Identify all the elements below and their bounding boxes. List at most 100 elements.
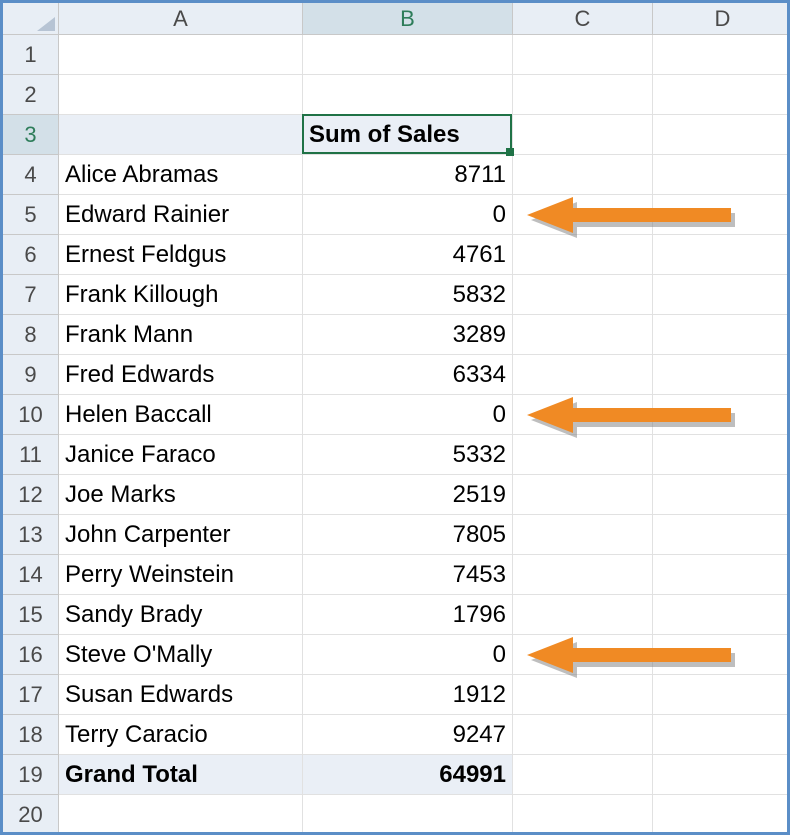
row-header-15[interactable]: 15 bbox=[3, 595, 59, 635]
cell-C13[interactable] bbox=[513, 515, 653, 555]
cell-D13[interactable] bbox=[653, 515, 790, 555]
row-header-8[interactable]: 8 bbox=[3, 315, 59, 355]
cell-A8[interactable]: Frank Mann bbox=[59, 315, 303, 355]
cell-B18[interactable]: 9247 bbox=[303, 715, 513, 755]
cell-A3[interactable] bbox=[59, 115, 303, 155]
cell-D2[interactable] bbox=[653, 75, 790, 115]
cell-D12[interactable] bbox=[653, 475, 790, 515]
cell-D1[interactable] bbox=[653, 35, 790, 75]
row-header-4[interactable]: 4 bbox=[3, 155, 59, 195]
cell-C8[interactable] bbox=[513, 315, 653, 355]
cell-C4[interactable] bbox=[513, 155, 653, 195]
cell-A11[interactable]: Janice Faraco bbox=[59, 435, 303, 475]
cell-D8[interactable] bbox=[653, 315, 790, 355]
cell-B15[interactable]: 1796 bbox=[303, 595, 513, 635]
cell-B8[interactable]: 3289 bbox=[303, 315, 513, 355]
row-header-6[interactable]: 6 bbox=[3, 235, 59, 275]
cell-D6[interactable] bbox=[653, 235, 790, 275]
cell-A6[interactable]: Ernest Feldgus bbox=[59, 235, 303, 275]
cell-B2[interactable] bbox=[303, 75, 513, 115]
cell-A16[interactable]: Steve O'Mally bbox=[59, 635, 303, 675]
row-header-3[interactable]: 3 bbox=[3, 115, 59, 155]
cell-A5[interactable]: Edward Rainier bbox=[59, 195, 303, 235]
cell-A2[interactable] bbox=[59, 75, 303, 115]
cell-A13[interactable]: John Carpenter bbox=[59, 515, 303, 555]
cell-C7[interactable] bbox=[513, 275, 653, 315]
cell-B3[interactable]: Sum of Sales bbox=[303, 115, 513, 155]
row-header-18[interactable]: 18 bbox=[3, 715, 59, 755]
cell-D9[interactable] bbox=[653, 355, 790, 395]
cell-C20[interactable] bbox=[513, 795, 653, 835]
row-header-12[interactable]: 12 bbox=[3, 475, 59, 515]
row-header-16[interactable]: 16 bbox=[3, 635, 59, 675]
cell-B16[interactable]: 0 bbox=[303, 635, 513, 675]
cell-A19[interactable]: Grand Total bbox=[59, 755, 303, 795]
cell-C3[interactable] bbox=[513, 115, 653, 155]
cell-B17[interactable]: 1912 bbox=[303, 675, 513, 715]
row-header-20[interactable]: 20 bbox=[3, 795, 59, 835]
row-header-5[interactable]: 5 bbox=[3, 195, 59, 235]
cell-B14[interactable]: 7453 bbox=[303, 555, 513, 595]
row-header-1[interactable]: 1 bbox=[3, 35, 59, 75]
cell-A7[interactable]: Frank Killough bbox=[59, 275, 303, 315]
cell-D20[interactable] bbox=[653, 795, 790, 835]
row-header-2[interactable]: 2 bbox=[3, 75, 59, 115]
cell-D4[interactable] bbox=[653, 155, 790, 195]
cell-C19[interactable] bbox=[513, 755, 653, 795]
cell-D14[interactable] bbox=[653, 555, 790, 595]
cell-B1[interactable] bbox=[303, 35, 513, 75]
select-all-corner[interactable] bbox=[3, 3, 59, 35]
cell-B20[interactable] bbox=[303, 795, 513, 835]
row-header-17[interactable]: 17 bbox=[3, 675, 59, 715]
cell-C1[interactable] bbox=[513, 35, 653, 75]
cell-C9[interactable] bbox=[513, 355, 653, 395]
cell-C14[interactable] bbox=[513, 555, 653, 595]
cell-A20[interactable] bbox=[59, 795, 303, 835]
row-header-14[interactable]: 14 bbox=[3, 555, 59, 595]
row-header-9[interactable]: 9 bbox=[3, 355, 59, 395]
cell-A17[interactable]: Susan Edwards bbox=[59, 675, 303, 715]
cell-A1[interactable] bbox=[59, 35, 303, 75]
row-headers: 1234567891011121314151617181920 bbox=[3, 35, 59, 835]
cell-B9[interactable]: 6334 bbox=[303, 355, 513, 395]
col-header-C[interactable]: C bbox=[513, 3, 653, 35]
cell-D18[interactable] bbox=[653, 715, 790, 755]
cell-C17[interactable] bbox=[513, 675, 653, 715]
row-header-11[interactable]: 11 bbox=[3, 435, 59, 475]
cell-B6[interactable]: 4761 bbox=[303, 235, 513, 275]
row-header-7[interactable]: 7 bbox=[3, 275, 59, 315]
col-header-A[interactable]: A bbox=[59, 3, 303, 35]
cell-B11[interactable]: 5332 bbox=[303, 435, 513, 475]
cell-D7[interactable] bbox=[653, 275, 790, 315]
col-header-B[interactable]: B bbox=[303, 3, 513, 35]
cell-B10[interactable]: 0 bbox=[303, 395, 513, 435]
cell-C18[interactable] bbox=[513, 715, 653, 755]
cell-C2[interactable] bbox=[513, 75, 653, 115]
cell-A4[interactable]: Alice Abramas bbox=[59, 155, 303, 195]
cell-A10[interactable]: Helen Baccall bbox=[59, 395, 303, 435]
cell-A18[interactable]: Terry Caracio bbox=[59, 715, 303, 755]
cell-C15[interactable] bbox=[513, 595, 653, 635]
row-header-13[interactable]: 13 bbox=[3, 515, 59, 555]
cell-B19[interactable]: 64991 bbox=[303, 755, 513, 795]
cell-C11[interactable] bbox=[513, 435, 653, 475]
cell-D19[interactable] bbox=[653, 755, 790, 795]
row-header-19[interactable]: 19 bbox=[3, 755, 59, 795]
cell-C6[interactable] bbox=[513, 235, 653, 275]
cell-D11[interactable] bbox=[653, 435, 790, 475]
cell-D3[interactable] bbox=[653, 115, 790, 155]
cell-B13[interactable]: 7805 bbox=[303, 515, 513, 555]
cell-B4[interactable]: 8711 bbox=[303, 155, 513, 195]
cell-A9[interactable]: Fred Edwards bbox=[59, 355, 303, 395]
cell-B12[interactable]: 2519 bbox=[303, 475, 513, 515]
cell-B5[interactable]: 0 bbox=[303, 195, 513, 235]
cell-D15[interactable] bbox=[653, 595, 790, 635]
cell-A15[interactable]: Sandy Brady bbox=[59, 595, 303, 635]
cell-D17[interactable] bbox=[653, 675, 790, 715]
col-header-D[interactable]: D bbox=[653, 3, 790, 35]
cell-C12[interactable] bbox=[513, 475, 653, 515]
row-header-10[interactable]: 10 bbox=[3, 395, 59, 435]
cell-A12[interactable]: Joe Marks bbox=[59, 475, 303, 515]
cell-B7[interactable]: 5832 bbox=[303, 275, 513, 315]
cell-A14[interactable]: Perry Weinstein bbox=[59, 555, 303, 595]
